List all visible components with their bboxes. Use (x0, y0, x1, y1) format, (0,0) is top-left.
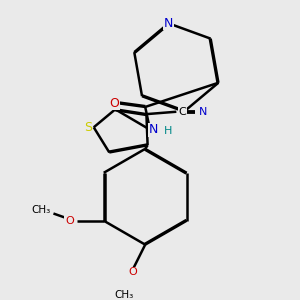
Text: CH₃: CH₃ (114, 290, 133, 300)
Text: N: N (199, 107, 208, 117)
Text: H: H (164, 126, 172, 136)
Text: C: C (179, 107, 187, 117)
Text: O: O (109, 97, 119, 110)
Text: N: N (149, 123, 158, 136)
Text: O: O (129, 267, 138, 277)
Text: N: N (164, 17, 173, 30)
Text: CH₃: CH₃ (32, 205, 51, 215)
Text: S: S (84, 121, 92, 134)
Text: O: O (65, 216, 74, 226)
